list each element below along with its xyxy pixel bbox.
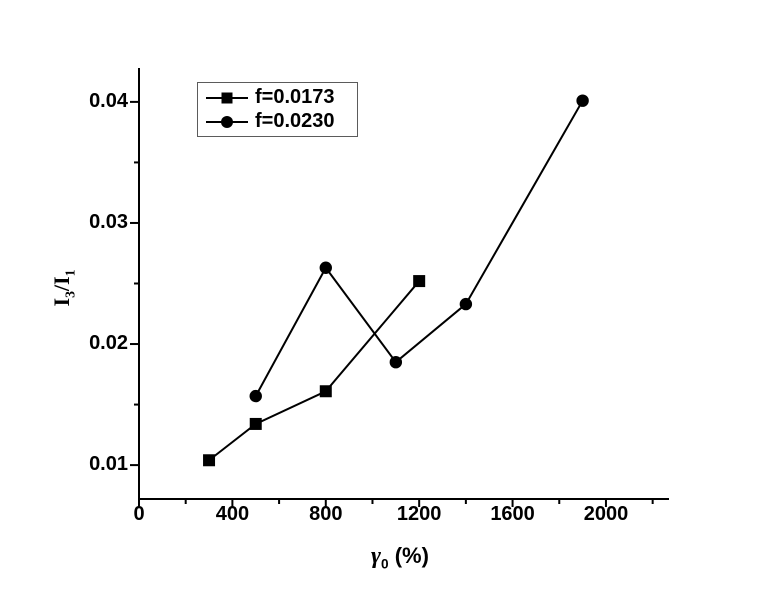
data-point-square: [413, 275, 426, 288]
data-point-circle: [249, 389, 262, 403]
x-tick-label: 1600: [490, 503, 535, 525]
legend-item-f-0-0230: f=0.0230: [206, 110, 349, 133]
y-tick-label: 0.02: [89, 332, 128, 355]
data-point-circle: [389, 355, 403, 369]
legend-sample-square: [206, 91, 248, 105]
y-label-sub1: 1: [62, 269, 78, 277]
y-tick-label: 0.03: [89, 210, 128, 233]
y-label-i3: I: [49, 297, 74, 307]
legend-label: f=0.0230: [255, 110, 335, 132]
data-point-square: [249, 417, 262, 430]
x-tick-label: 1200: [396, 503, 442, 525]
x-label-subscript: 0: [381, 556, 389, 572]
square-marker-icon: [221, 92, 233, 103]
data-point-circle: [459, 297, 473, 311]
legend-label: f=0.0173: [255, 86, 335, 108]
legend-item-f-0-0173: f=0.0173: [206, 86, 349, 109]
legend-sample-circle: [206, 115, 248, 129]
x-tick-label: 2000: [583, 503, 629, 525]
x-axis-label: γ0 (%): [371, 543, 429, 572]
data-point-circle: [319, 261, 332, 274]
y-label-sub3: 3: [62, 291, 78, 298]
y-tick-label: 0.01: [89, 453, 128, 476]
x-tick-label: 400: [215, 503, 250, 525]
data-point-square: [319, 385, 332, 398]
x-tick-label: 800: [309, 503, 343, 525]
y-axis-label: I3/I1: [49, 269, 78, 307]
y-label-i1: /I: [49, 276, 74, 292]
data-point-circle: [576, 94, 589, 107]
x-tick-label: 0: [133, 503, 145, 525]
circle-marker-icon: [221, 115, 233, 128]
gamma-symbol: γ: [371, 543, 382, 569]
data-point-square: [203, 454, 216, 467]
legend: f=0.0173 f=0.0230: [197, 82, 358, 137]
x-label-units: (%): [388, 543, 429, 568]
y-tick-label: 0.04: [89, 89, 128, 112]
series-line-squares: [208, 280, 420, 462]
